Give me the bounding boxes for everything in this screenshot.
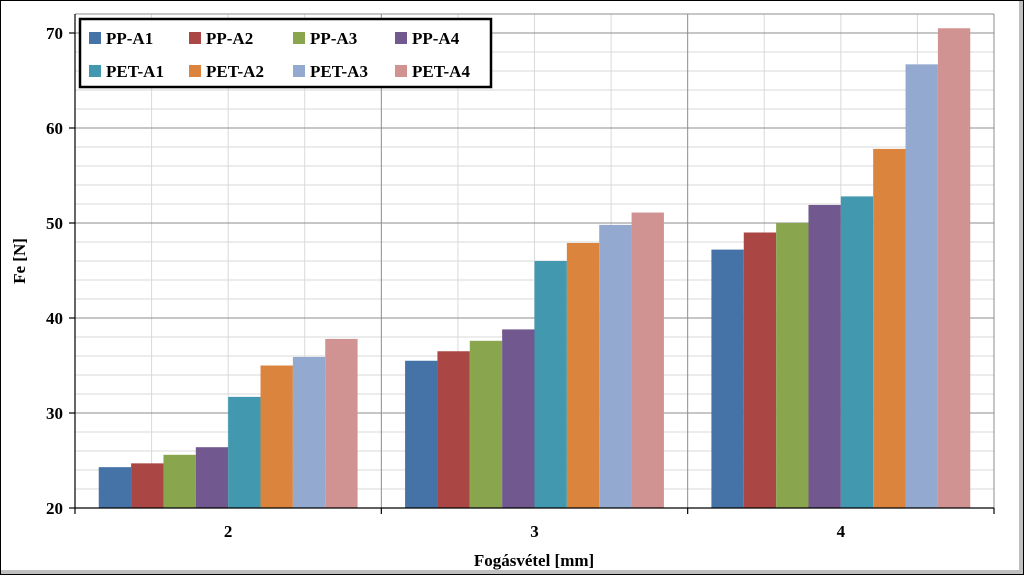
y-axis-title: Fe [N]	[10, 238, 29, 284]
bar-pp-a2-2	[131, 463, 164, 508]
bar-pp-a2-3	[437, 351, 470, 508]
x-axis-tick-labels: 2 3 4	[224, 522, 846, 541]
legend-box	[78, 17, 493, 89]
bar-pet-a4-4	[937, 28, 971, 508]
legend-swatch-pet-a4	[395, 65, 407, 77]
bar-pet-a3-2	[292, 356, 326, 508]
bar-pp-a4-4	[808, 204, 841, 508]
bar-pet-a2-4	[873, 148, 906, 508]
legend-swatch-pet-a3	[293, 65, 305, 77]
bar-pp-a4-2	[195, 447, 229, 508]
y-tick-label: 50	[46, 214, 63, 233]
bar-pp-a3-2	[163, 454, 196, 508]
bar-pet-a4-3	[631, 212, 664, 509]
bar-pet-a2-2	[260, 365, 293, 508]
legend-label-pp-a2: PP-A2	[206, 29, 253, 48]
x-tick-label: 4	[837, 522, 846, 541]
legend-label-pet-a2: PET-A2	[206, 62, 264, 81]
bar-pet-a3-4	[905, 64, 938, 508]
bar-pp-a3-3	[469, 340, 503, 508]
legend-label-pet-a4: PET-A4	[412, 62, 470, 81]
y-tick-label: 40	[46, 309, 63, 328]
bar-pp-a1-3	[405, 360, 438, 508]
bar-pet-a1-3	[534, 261, 567, 508]
y-tick-label: 60	[46, 119, 63, 138]
bar-pp-a1-2	[98, 467, 132, 508]
bar-pp-a1-4	[711, 249, 744, 508]
legend-label-pp-a1: PP-A1	[106, 29, 153, 48]
legend-label-pp-a4: PP-A4	[412, 29, 460, 48]
x-tick-label: 3	[530, 522, 539, 541]
legend-swatch-pet-a1	[89, 65, 101, 77]
legend-swatch-pp-a4	[395, 32, 407, 44]
bar-pp-a4-3	[502, 329, 535, 508]
bar-pet-a1-4	[840, 196, 874, 508]
bar-pet-a3-3	[599, 224, 632, 508]
y-tick-label: 30	[46, 404, 63, 423]
y-tick-label: 20	[46, 499, 63, 518]
legend-swatch-pp-a1	[89, 32, 101, 44]
x-axis-title: Fogásvétel [mm]	[474, 551, 594, 570]
bar-series-group	[98, 28, 971, 509]
y-axis-tick-labels: 20 30 40 50 60 70	[46, 24, 63, 518]
y-tick-label: 70	[46, 24, 63, 43]
bar-pet-a1-2	[228, 396, 261, 508]
legend-label-pet-a1: PET-A1	[106, 62, 164, 81]
axes	[69, 14, 995, 514]
bar-pp-a2-4	[743, 232, 777, 508]
legend-label-pp-a3: PP-A3	[310, 29, 357, 48]
bar-pet-a2-3	[566, 242, 600, 508]
bar-pet-a4-2	[325, 338, 358, 508]
legend-label-pet-a3: PET-A3	[310, 62, 368, 81]
x-tick-label: 2	[224, 522, 233, 541]
legend: PP-A1 PP-A2 PP-A3 PP-A4 PET-A1 PET-A2 PET-A3 PE…	[78, 17, 493, 89]
bar-pp-a3-4	[776, 223, 809, 508]
legend-swatch-pp-a3	[293, 32, 305, 44]
legend-swatch-pp-a2	[189, 32, 201, 44]
legend-swatch-pet-a2	[189, 65, 201, 77]
